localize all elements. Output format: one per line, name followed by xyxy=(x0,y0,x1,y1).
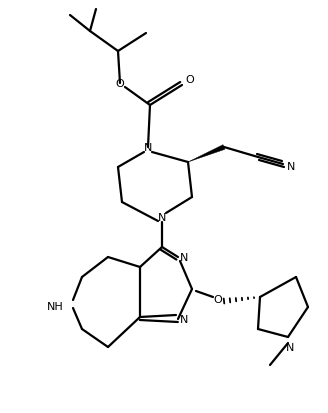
Polygon shape xyxy=(188,145,225,163)
Text: O: O xyxy=(214,294,222,304)
Text: N: N xyxy=(286,342,294,352)
Text: O: O xyxy=(116,79,124,89)
Text: N: N xyxy=(144,142,152,153)
Text: N: N xyxy=(287,161,295,171)
Text: NH: NH xyxy=(47,301,64,311)
Text: N: N xyxy=(158,212,166,223)
Text: N: N xyxy=(180,252,188,262)
Text: N: N xyxy=(180,314,188,324)
Text: O: O xyxy=(186,75,195,85)
